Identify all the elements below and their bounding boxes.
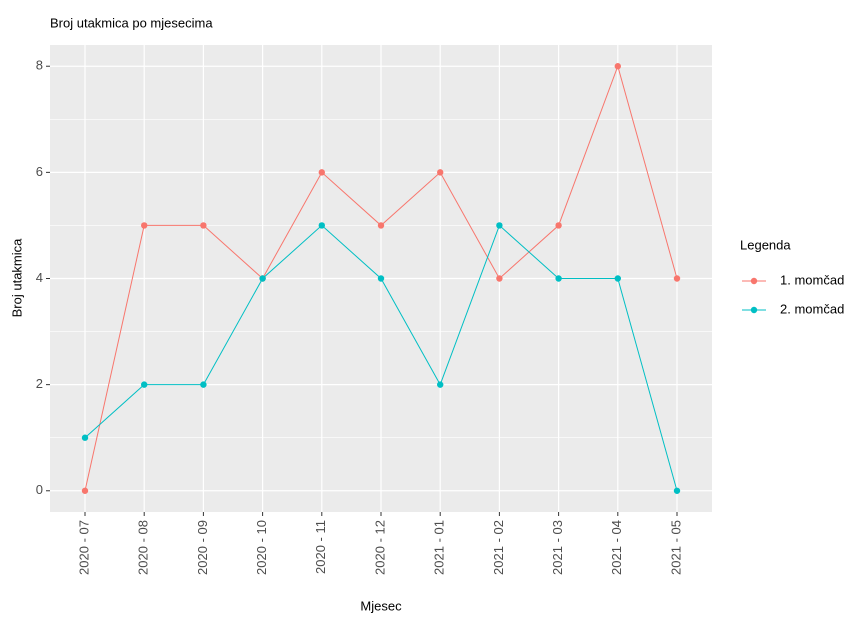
point bbox=[141, 381, 148, 388]
y-tick-label: 0 bbox=[36, 482, 43, 497]
x-tick-label: 2020 - 08 bbox=[136, 520, 151, 575]
x-tick-label: 2021 - 05 bbox=[668, 520, 683, 575]
chart-title: Broj utakmica po mjesecima bbox=[50, 15, 213, 30]
point bbox=[81, 487, 89, 494]
point bbox=[141, 222, 148, 229]
y-axis-title: Broj utakmica bbox=[9, 238, 24, 318]
legend-point bbox=[750, 277, 758, 285]
point bbox=[555, 275, 562, 282]
x-tick-label: 2020 - 10 bbox=[254, 520, 269, 575]
point bbox=[437, 169, 444, 176]
x-tick-label: 2021 - 04 bbox=[609, 520, 624, 575]
point bbox=[377, 275, 385, 282]
point bbox=[496, 222, 503, 229]
legend-label: 1. momčad bbox=[780, 272, 844, 287]
point bbox=[200, 222, 207, 229]
point bbox=[437, 381, 444, 388]
point bbox=[496, 275, 503, 282]
x-axis-title: Mjesec bbox=[360, 598, 402, 613]
point bbox=[673, 487, 681, 494]
x-tick-label: 2021 - 02 bbox=[491, 520, 506, 575]
point bbox=[259, 275, 266, 282]
point bbox=[614, 275, 621, 282]
x-tick-label: 2021 - 03 bbox=[550, 520, 565, 575]
point bbox=[200, 381, 207, 388]
y-tick-label: 8 bbox=[36, 58, 43, 73]
point bbox=[377, 222, 385, 229]
x-tick-label: 2020 - 09 bbox=[195, 520, 210, 575]
point bbox=[318, 222, 325, 229]
point bbox=[555, 222, 562, 229]
x-tick-label: 2020 - 07 bbox=[76, 520, 91, 575]
x-tick-label: 2020 - 12 bbox=[372, 520, 387, 575]
point bbox=[673, 275, 681, 282]
legend-label: 2. momčad bbox=[780, 301, 844, 316]
y-tick-label: 2 bbox=[36, 376, 43, 391]
point bbox=[614, 63, 621, 70]
x-tick-label: 2021 - 01 bbox=[432, 520, 447, 575]
x-tick-label: 2020 - 11 bbox=[313, 520, 328, 574]
y-tick-label: 6 bbox=[36, 164, 43, 179]
legend-title: Legenda bbox=[740, 237, 791, 252]
point bbox=[81, 434, 89, 441]
y-tick-label: 4 bbox=[36, 270, 43, 285]
legend-point bbox=[750, 306, 758, 314]
point bbox=[318, 169, 325, 176]
